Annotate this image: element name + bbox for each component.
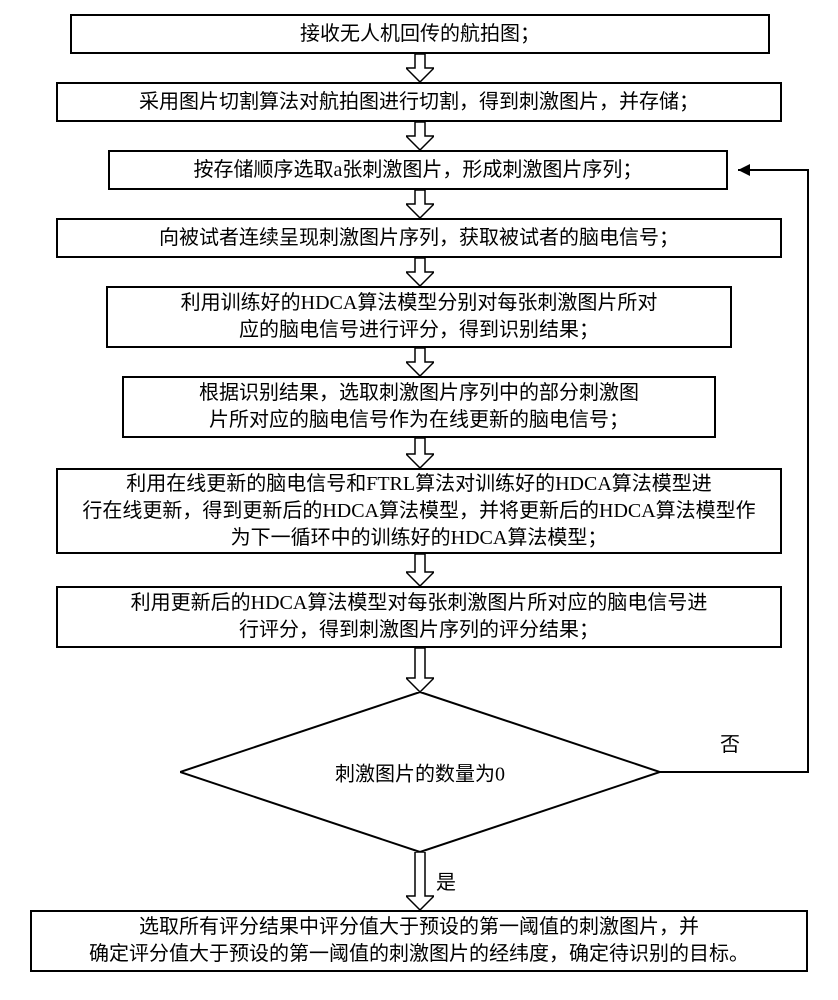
flowchart-container: 接收无人机回传的航拍图； 采用图片切割算法对航拍图进行切割，得到刺激图片，并存储… — [0, 0, 838, 1000]
